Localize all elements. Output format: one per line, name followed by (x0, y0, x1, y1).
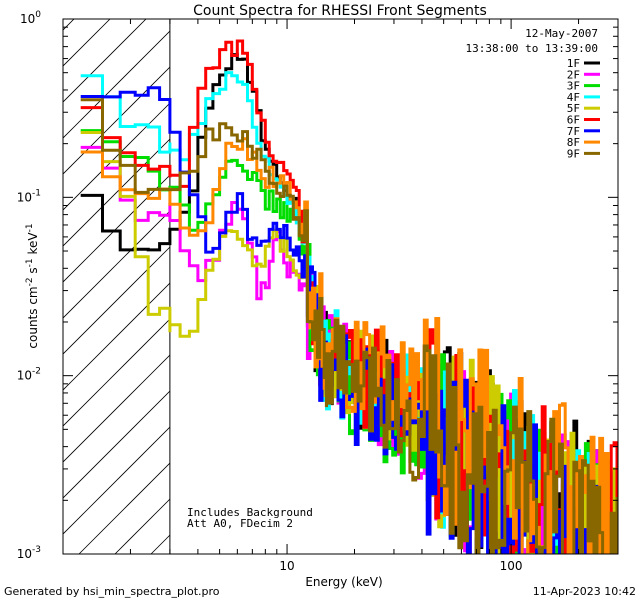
legend-label-7F: 7F (567, 125, 580, 138)
legend-label-9F: 9F (567, 147, 580, 160)
annotation-background: Includes Background (187, 506, 313, 519)
plot-frame (62, 18, 619, 555)
legend-label-3F: 3F (567, 80, 580, 93)
legend-date: 12-May-2007 (525, 27, 598, 40)
legend-label-2F: 2F (567, 68, 580, 81)
footer-timestamp: 11-Apr-2023 10:42 (533, 585, 636, 598)
legend-label-8F: 8F (567, 136, 580, 149)
chart-title: Count Spectra for RHESSI Front Segments (193, 3, 487, 19)
legend-time-range: 13:38:00 to 13:39:00 (466, 42, 598, 55)
series-line-9F (80, 98, 618, 554)
legend: 12-May-2007 13:38:00 to 13:39:00 1F2F3F4… (466, 27, 600, 160)
x-axis-label: Energy (keV) (305, 575, 382, 589)
y-axis-label: counts cm-2 s-1 keV-1 (25, 223, 40, 348)
x-tick-label: 10 (279, 559, 294, 573)
series-layer (80, 39, 618, 554)
hatch-line (63, 19, 147, 103)
legend-label-5F: 5F (567, 102, 580, 115)
legend-label-4F: 4F (567, 91, 580, 104)
footer-generated-by: Generated by hsi_min_spectra_plot.pro (4, 585, 220, 598)
legend-label-1F: 1F (567, 57, 580, 70)
legend-label-6F: 6F (567, 114, 580, 127)
hatch-line (63, 19, 183, 139)
x-tick-label: 100 (500, 559, 523, 573)
annotation-attenuator: Att A0, FDecim 2 (187, 517, 293, 530)
